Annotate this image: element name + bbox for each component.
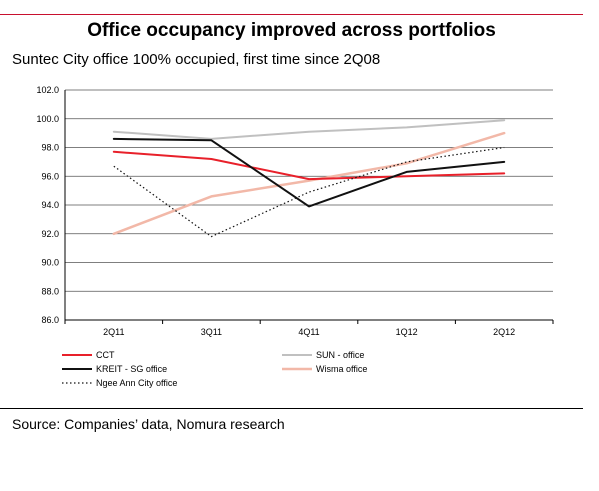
- x-tick-label: 4Q11: [298, 327, 319, 337]
- x-tick-label: 1Q12: [396, 327, 418, 337]
- legend-label: CCT: [96, 350, 115, 360]
- series-line-wisma-office: [112, 131, 506, 236]
- series-line-cct: [112, 150, 506, 181]
- chart-subtitle: Suntec City office 100% occupied, first …: [12, 51, 381, 68]
- legend-label: Ngee Ann City office: [96, 378, 177, 388]
- series-line-sun-office: [112, 119, 506, 140]
- y-tick-label: 98.0: [41, 143, 59, 153]
- y-tick-label: 96.0: [41, 171, 59, 181]
- y-tick-label: 86.0: [41, 315, 59, 325]
- series-line-kreit-sg-office: [112, 137, 506, 208]
- y-tick-label: 94.0: [41, 200, 59, 210]
- y-tick-label: 92.0: [41, 229, 59, 239]
- x-tick-label: 3Q11: [201, 327, 222, 337]
- x-tick-label: 2Q12: [493, 327, 515, 337]
- y-tick-label: 100.0: [36, 114, 59, 124]
- legend-label: Wisma office: [316, 364, 367, 374]
- series-line-ngee-ann-city-office: [113, 146, 505, 238]
- bottom-divider: [0, 408, 583, 409]
- top-divider: [0, 14, 583, 15]
- x-tick-label: 2Q11: [103, 327, 124, 337]
- y-tick-label: 102.0: [36, 85, 59, 95]
- y-tick-label: 90.0: [41, 258, 59, 268]
- y-tick-label: 88.0: [41, 286, 59, 296]
- line-chart: 86.0 88.0 90.0 92.0 94.0 96.0 98.0 100.0 102.0 2Q…: [36, 85, 554, 388]
- source-note: Source: Companies’ data, Nomura research: [12, 416, 285, 432]
- legend-label: KREIT - SG office: [96, 364, 167, 374]
- chart-title: Office occupancy improved across portfol…: [87, 20, 496, 41]
- legend-label: SUN - office: [316, 350, 364, 360]
